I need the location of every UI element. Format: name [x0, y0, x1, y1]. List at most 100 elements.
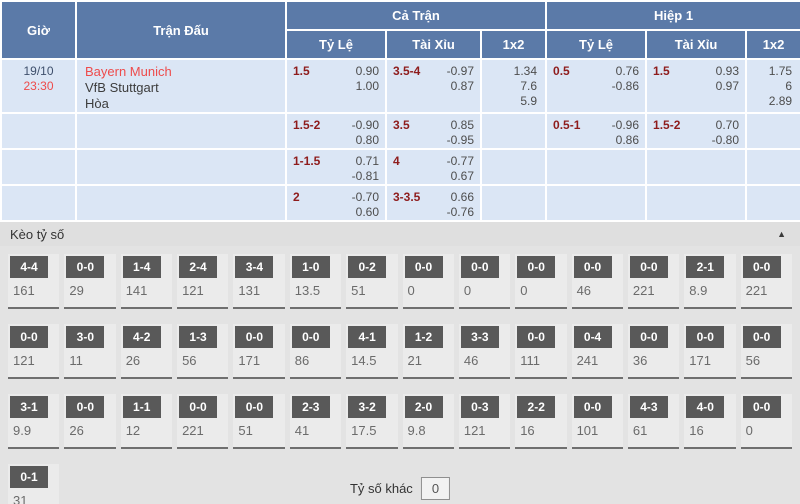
score-cell[interactable]: 0-0 111: [515, 324, 567, 379]
score-cell[interactable]: 3-4 131: [233, 254, 285, 309]
score-odds: 61: [632, 423, 648, 438]
score-cell[interactable]: 0-0 221: [627, 254, 680, 309]
score-odds: 31: [13, 493, 28, 504]
score-badge: 2-0: [404, 396, 443, 418]
score-cell[interactable]: 3-3 46: [458, 324, 511, 379]
score-odds: 26: [69, 423, 84, 438]
score-cell[interactable]: 0-0 46: [571, 254, 623, 309]
score-cell[interactable]: 0-0 171: [684, 324, 736, 379]
firsthalf-overunder-cell[interactable]: 1.5-2 0.70 -0.80: [645, 112, 748, 150]
handicap-line: 3.5: [393, 118, 410, 132]
score-cell[interactable]: 0-0 221: [740, 254, 792, 309]
odds-table: Giờ Trận Đấu Cả Trận Hiệp 1 Tỷ Lệ Tài Xỉ…: [0, 0, 800, 222]
score-cell[interactable]: 2-1 8.9: [684, 254, 736, 309]
time-cell: 19/10 23:30: [0, 58, 77, 114]
score-cell[interactable]: 4-2 26: [120, 324, 173, 379]
score-cell[interactable]: 0-0 26: [64, 394, 116, 449]
score-cell[interactable]: 1-4 141: [120, 254, 173, 309]
score-cell[interactable]: 0-0 56: [740, 324, 792, 379]
score-cell[interactable]: 0-3 121: [458, 394, 511, 449]
firsthalf-handicap-cell[interactable]: 0.5-1 -0.96 0.86: [545, 112, 648, 150]
score-cell[interactable]: 0-0 51: [233, 394, 285, 449]
score-cell[interactable]: 0-4 241: [571, 324, 623, 379]
collapse-icon[interactable]: ▲: [777, 229, 786, 239]
score-odds: 121: [463, 423, 486, 438]
score-badge: 4-0: [686, 396, 725, 418]
odds-values: 0.70 -0.80: [712, 118, 739, 148]
score-cell[interactable]: 0-2 51: [346, 254, 398, 309]
score-cell[interactable]: 0-0 101: [571, 394, 623, 449]
score-cell[interactable]: 0-1 31: [8, 464, 60, 504]
firsthalf-overunder-cell[interactable]: 1.5 0.93 0.97: [645, 58, 748, 114]
score-cell[interactable]: 3-2 17.5: [346, 394, 398, 449]
odds-value: 6: [785, 79, 793, 93]
odds-value: 2.89: [768, 94, 793, 108]
score-cell[interactable]: 0-0 0: [740, 394, 792, 449]
score-cell[interactable]: 0-0 29: [64, 254, 116, 309]
score-grid-row: 4-4 161 0-0 29 1-4 141 2-4 121 3-4 131 1-0 13.5 0-2 5…: [8, 254, 792, 309]
score-cell[interactable]: 4-3 61: [627, 394, 680, 449]
score-badge: 0-0: [179, 396, 218, 418]
score-cell[interactable]: 4-1 14.5: [346, 324, 398, 379]
score-cell[interactable]: 2-2 16: [515, 394, 567, 449]
score-cell[interactable]: 3-1 9.9: [8, 394, 60, 449]
score-badge: 0-0: [686, 326, 725, 348]
match-cell[interactable]: Bayern Munich VfB Stuttgart Hòa: [75, 58, 287, 114]
score-cell[interactable]: 0-0 221: [177, 394, 229, 449]
odds-value: -0.90: [351, 118, 379, 132]
fulltime-1x2-cell[interactable]: 1.34 7.6 5.9: [479, 58, 548, 114]
score-cell[interactable]: 2-0 9.8: [402, 394, 454, 449]
score-odds: 46: [576, 283, 592, 298]
subcol-fulltime-1x2: 1x2: [479, 29, 548, 60]
score-cell[interactable]: 1-1 12: [120, 394, 173, 449]
score-cell[interactable]: 0-0 171: [233, 324, 285, 379]
odds-value: 0.93: [715, 64, 740, 78]
score-cell[interactable]: 0-0 86: [289, 324, 342, 379]
firsthalf-1x2-cell: [745, 148, 800, 186]
score-badge: 0-0: [235, 396, 274, 418]
odds-value: 0.70: [715, 118, 740, 132]
fulltime-handicap-cell[interactable]: 1.5-2 -0.90 0.80: [285, 112, 387, 150]
odds-value: 1.34: [513, 64, 538, 78]
score-cell[interactable]: 1-3 56: [177, 324, 229, 379]
match-cell: [75, 112, 287, 150]
fulltime-overunder-cell[interactable]: 3.5 0.85 -0.95: [385, 112, 482, 150]
score-cell[interactable]: 1-2 21: [402, 324, 454, 379]
odds-values: -0.90 0.80: [352, 118, 379, 148]
fulltime-overunder-cell[interactable]: 3-3.5 0.66 -0.76: [385, 184, 482, 222]
score-badge: 3-3: [460, 326, 499, 348]
score-cell[interactable]: 0-0 0: [515, 254, 567, 309]
firsthalf-overunder-cell: [645, 184, 748, 222]
firsthalf-handicap-cell[interactable]: 0.5 0.76 -0.86: [545, 58, 648, 114]
score-badge: 0-0: [742, 326, 781, 348]
fulltime-overunder-cell[interactable]: 4 -0.77 0.67: [385, 148, 482, 186]
score-cell[interactable]: 1-0 13.5: [289, 254, 342, 309]
score-cell[interactable]: 0-0 0: [402, 254, 454, 309]
other-score-input[interactable]: 0: [420, 477, 451, 500]
odds-value: -0.80: [711, 133, 740, 147]
subcol-firsthalf-overunder: Tài Xỉu: [645, 29, 748, 60]
score-cell[interactable]: 0-0 36: [627, 324, 680, 379]
score-odds: 16: [689, 423, 704, 438]
odds-row: 19/10 23:30 Bayern Munich VfB Stuttgart Hòa 1…: [0, 58, 800, 114]
time-cell: [0, 148, 77, 186]
fulltime-handicap-cell[interactable]: 2 -0.70 0.60: [285, 184, 387, 222]
score-cell[interactable]: 0-0 121: [8, 324, 60, 379]
score-cell[interactable]: 4-0 16: [684, 394, 736, 449]
score-cell[interactable]: 2-3 41: [289, 394, 342, 449]
firsthalf-1x2-cell[interactable]: 1.75 6 2.89: [745, 58, 800, 114]
firsthalf-1x2-cell: [745, 112, 800, 150]
score-cell[interactable]: 4-4 161: [8, 254, 60, 309]
score-cell[interactable]: 3-0 11: [64, 324, 116, 379]
score-odds: 0: [407, 283, 415, 298]
fulltime-overunder-cell[interactable]: 3.5-4 -0.97 0.87: [385, 58, 482, 114]
subcol-fulltime-overunder: Tài Xỉu: [385, 29, 482, 60]
odds-value: 0.66: [450, 190, 474, 204]
score-cell[interactable]: 0-0 0: [458, 254, 511, 309]
fulltime-handicap-cell[interactable]: 1.5 0.90 1.00: [285, 58, 387, 114]
score-badge: 0-0: [66, 396, 105, 418]
score-cell[interactable]: 2-4 121: [177, 254, 229, 309]
fulltime-handicap-cell[interactable]: 1-1.5 0.71 -0.81: [285, 148, 387, 186]
score-odds: 51: [238, 423, 253, 438]
home-team: Bayern Munich: [85, 64, 172, 79]
